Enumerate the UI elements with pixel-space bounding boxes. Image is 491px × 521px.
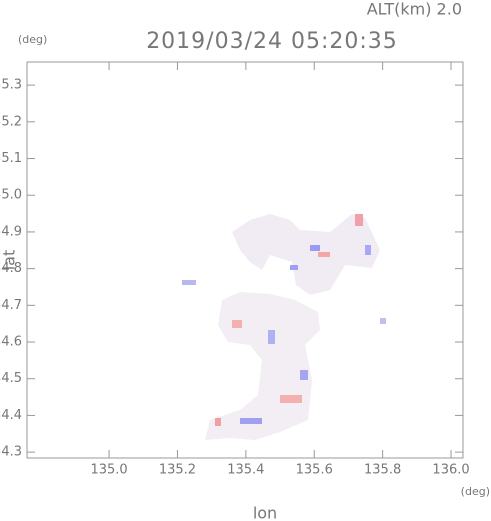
x-tick-label: 135.8 <box>364 463 401 478</box>
x-unit: (deg) <box>461 485 490 498</box>
x-axis-label: lon <box>253 504 277 521</box>
y-tick-label: 35.1 <box>0 151 22 166</box>
y-tick-label: 35.3 <box>0 78 22 93</box>
y-tick-label: 34.8 <box>0 261 22 276</box>
chart-title: 2019/03/24 05:20:35 <box>146 29 398 54</box>
plot-frame <box>26 61 464 459</box>
x-tick-label: 136.0 <box>432 463 469 478</box>
y-tick-label: 34.9 <box>0 224 22 239</box>
x-tick-label: 135.6 <box>296 463 333 478</box>
y-tick-label: 34.5 <box>0 371 22 386</box>
y-tick-label: 34.3 <box>0 445 22 460</box>
y-tick-label: 34.6 <box>0 335 22 350</box>
y-tick-label: 35.2 <box>0 114 22 129</box>
chart-subtitle: ALT(km) 2.0 <box>367 0 462 19</box>
y-unit: (deg) <box>18 33 47 46</box>
x-tick-label: 135.4 <box>227 463 264 478</box>
y-axis-label: lat <box>0 250 19 271</box>
radar-echoes <box>182 214 386 440</box>
y-tick-label: 34.7 <box>0 298 22 313</box>
x-tick-label: 135.2 <box>159 463 196 478</box>
x-tick-label: 135.0 <box>90 463 127 478</box>
y-tick-label: 35.0 <box>0 188 22 203</box>
y-tick-label: 34.4 <box>0 408 22 423</box>
